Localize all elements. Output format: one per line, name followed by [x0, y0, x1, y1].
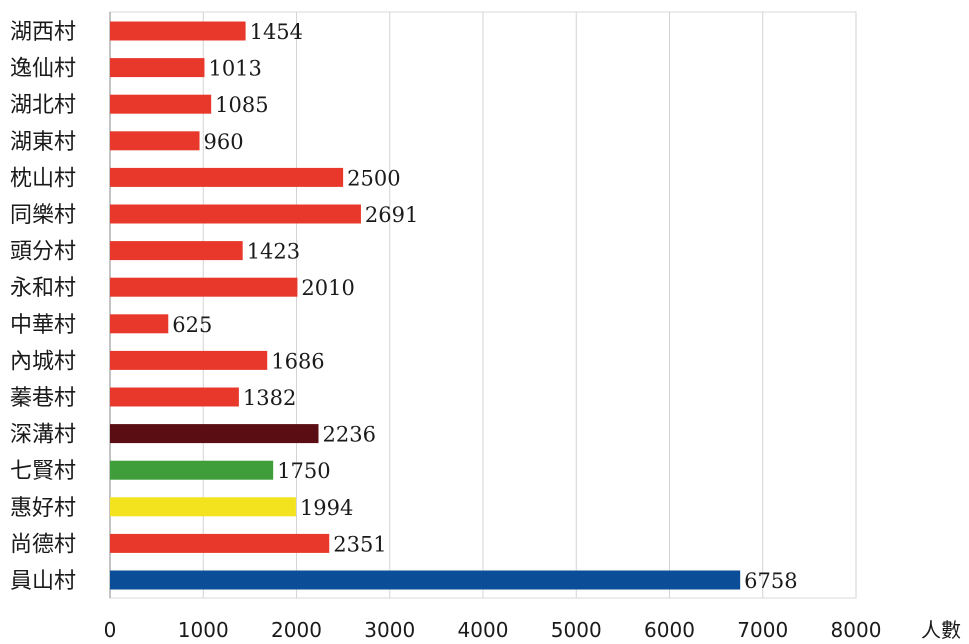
x-tick-label: 0	[104, 618, 117, 642]
bar	[110, 424, 319, 444]
category-label: 湖東村	[10, 130, 76, 155]
bar	[110, 350, 268, 370]
data-label: 1686	[271, 349, 324, 373]
bar	[110, 387, 239, 407]
category-label: 湖西村	[10, 20, 76, 45]
category-label: 永和村	[10, 276, 76, 301]
data-label: 625	[172, 313, 212, 337]
bar	[110, 460, 274, 480]
data-label: 1085	[215, 93, 268, 117]
category-label: 頭分村	[10, 240, 76, 265]
category-label: 尚德村	[10, 532, 76, 557]
bar	[110, 241, 243, 261]
category-label: 蓁巷村	[10, 386, 76, 411]
bar	[110, 314, 169, 334]
x-tick-label: 2000	[271, 618, 322, 642]
category-labels: 湖西村逸仙村湖北村湖東村枕山村同樂村頭分村永和村中華村內城村蓁巷村深溝村七賢村惠…	[10, 20, 76, 594]
data-label: 960	[204, 130, 244, 154]
bar	[110, 497, 296, 517]
data-label: 1750	[277, 459, 330, 483]
bars	[110, 21, 741, 590]
category-label: 枕山村	[10, 166, 76, 191]
category-label: 員山村	[10, 569, 76, 594]
bar	[110, 167, 344, 187]
bar	[110, 570, 741, 590]
data-label: 2010	[301, 276, 354, 300]
x-tick-label: 7000	[737, 618, 788, 642]
x-tick-label: 1000	[178, 618, 229, 642]
data-label: 1454	[250, 20, 303, 44]
category-label: 內城村	[10, 349, 76, 374]
data-label: 2500	[347, 166, 400, 190]
category-label: 惠好村	[10, 496, 76, 521]
bar	[110, 131, 200, 151]
bar	[110, 204, 361, 224]
data-label: 1013	[208, 57, 261, 81]
data-label: 1423	[247, 240, 300, 264]
category-label: 逸仙村	[10, 57, 76, 82]
bar	[110, 533, 330, 553]
bar	[110, 94, 212, 114]
x-tick-label: 6000	[644, 618, 695, 642]
x-unit-label: 人數	[921, 618, 961, 642]
x-tick-label: 8000	[831, 618, 882, 642]
category-label: 七賢村	[10, 459, 76, 484]
data-label: 6758	[744, 569, 797, 593]
data-label: 2236	[323, 423, 376, 447]
category-label: 湖北村	[10, 93, 76, 118]
x-tick-labels: 0 1000 2000 3000 4000 5000 6000 7000 8000	[104, 618, 882, 642]
x-tick-label: 3000	[364, 618, 415, 642]
category-label: 深溝村	[10, 423, 76, 448]
data-label: 2351	[333, 532, 386, 556]
category-label: 同樂村	[10, 203, 76, 228]
data-label: 1994	[300, 496, 353, 520]
bar	[110, 21, 246, 41]
x-tick-label: 4000	[458, 618, 509, 642]
bar	[110, 58, 205, 78]
data-label: 2691	[365, 203, 418, 227]
category-label: 中華村	[10, 313, 76, 338]
data-label: 1382	[243, 386, 296, 410]
bar	[110, 277, 298, 297]
x-tick-label: 5000	[551, 618, 602, 642]
